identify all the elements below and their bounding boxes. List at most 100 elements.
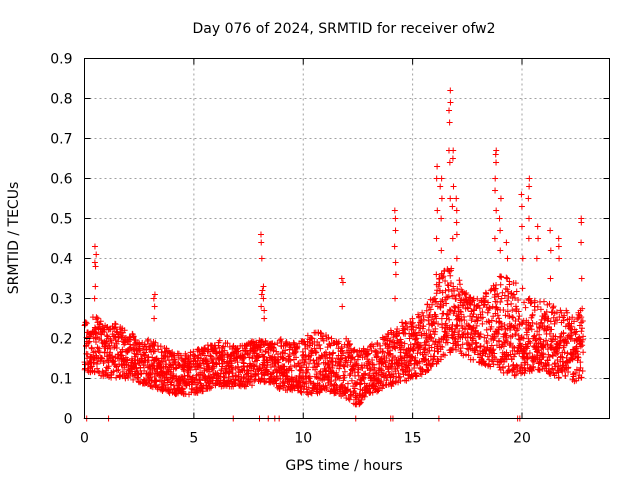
data-point [451, 329, 458, 336]
data-point [132, 360, 139, 367]
data-point [484, 309, 491, 316]
data-point [442, 287, 449, 294]
data-point [230, 383, 237, 390]
data-point [429, 301, 436, 308]
data-point [147, 371, 154, 378]
data-point [501, 331, 508, 338]
data-point [538, 359, 545, 366]
data-point [476, 305, 483, 312]
data-point [494, 306, 501, 313]
data-point [197, 364, 204, 371]
data-point [260, 295, 267, 302]
data-point [507, 340, 514, 347]
data-point [100, 358, 107, 365]
data-point [530, 364, 537, 371]
data-point [423, 351, 429, 358]
data-point [481, 360, 488, 367]
data-point [119, 368, 126, 375]
data-point [546, 370, 553, 377]
data-point [323, 384, 330, 391]
data-point [456, 277, 463, 284]
data-point [257, 231, 264, 238]
data-point [538, 319, 545, 326]
data-point [528, 367, 535, 374]
data-point [307, 356, 314, 363]
data-point [119, 346, 126, 353]
data-point [445, 293, 452, 300]
data-point [564, 340, 571, 347]
data-point [470, 306, 477, 313]
data-point [470, 356, 477, 363]
data-point [361, 362, 368, 369]
data-point [221, 358, 228, 365]
data-point [197, 361, 204, 368]
data-point [106, 342, 113, 349]
data-point [103, 332, 110, 339]
x-axis-label: GPS time / hours [285, 458, 402, 474]
data-point [377, 356, 384, 363]
data-point [294, 343, 301, 350]
data-point [341, 368, 348, 375]
data-point [420, 316, 427, 323]
data-point [269, 370, 276, 377]
data-point [267, 364, 274, 371]
data-point [497, 247, 504, 254]
data-point [473, 322, 480, 329]
data-point [399, 319, 406, 326]
data-point [432, 325, 439, 332]
data-point [304, 366, 311, 373]
data-point [421, 346, 428, 353]
data-point [577, 364, 584, 371]
data-point [457, 345, 464, 352]
data-point [543, 337, 550, 344]
data-point [151, 373, 158, 380]
data-point [547, 371, 554, 378]
data-point [134, 367, 141, 374]
y-tick-label: 0.3 [50, 292, 72, 308]
data-point [438, 175, 445, 182]
data-point [574, 316, 581, 323]
data-point [312, 366, 319, 373]
data-point [512, 317, 519, 324]
data-point [92, 283, 99, 290]
data-point [311, 345, 318, 352]
data-point [433, 271, 440, 278]
data-point [526, 295, 533, 302]
data-point [529, 319, 536, 326]
data-point [521, 299, 528, 306]
data-point [491, 333, 498, 340]
data-point [221, 347, 228, 354]
data-point [379, 385, 386, 392]
data-point [220, 343, 227, 350]
data-point [446, 119, 453, 126]
data-point [537, 306, 544, 313]
data-point [423, 362, 430, 369]
data-point [510, 343, 517, 350]
data-point [439, 324, 446, 331]
data-point [297, 388, 304, 395]
data-point [108, 339, 115, 346]
data-point [436, 279, 443, 286]
data-point [105, 363, 112, 370]
data-point [140, 376, 147, 383]
data-point [279, 356, 286, 363]
data-point [346, 340, 353, 347]
data-point [512, 371, 519, 378]
data-point [420, 312, 427, 319]
data-point [487, 363, 494, 370]
data-point [277, 336, 284, 343]
data-point [578, 328, 585, 335]
data-point [555, 374, 562, 381]
data-point [344, 380, 351, 387]
y-tick-label: 0.8 [50, 92, 72, 108]
data-point [177, 352, 184, 359]
data-point [485, 299, 492, 306]
data-point [437, 343, 444, 350]
data-point [560, 317, 567, 324]
data-point [515, 316, 522, 323]
data-point [420, 323, 427, 330]
data-point [176, 362, 183, 369]
data-point [498, 323, 505, 330]
data-point [487, 287, 494, 294]
data-point [335, 338, 342, 345]
